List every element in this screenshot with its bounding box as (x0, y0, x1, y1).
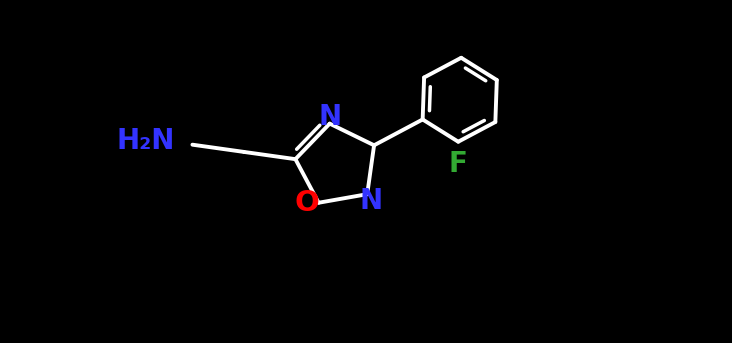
Text: N: N (359, 187, 383, 215)
Text: F: F (448, 150, 467, 178)
Text: H₂N: H₂N (116, 127, 174, 155)
Text: N: N (318, 103, 341, 131)
Text: O: O (294, 189, 319, 217)
